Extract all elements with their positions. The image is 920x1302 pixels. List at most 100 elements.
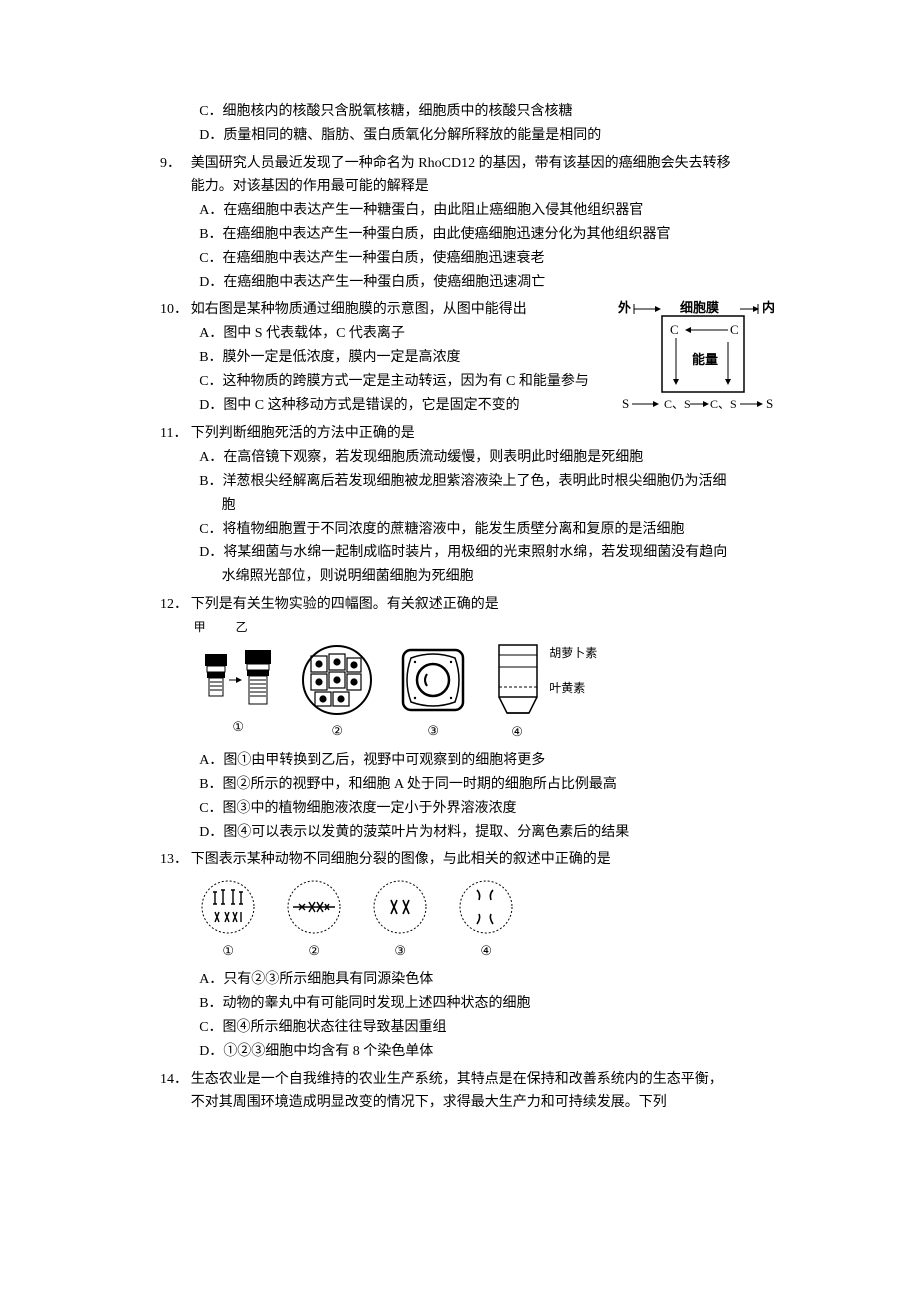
q13-panel-1: ① <box>199 878 257 962</box>
membrane-diagram-icon: 外 细胞膜 内 C C 能量 S C、S C、S <box>610 298 780 418</box>
opt-text: 图③中的植物细胞液浓度一定小于外界溶液浓度 <box>223 797 780 821</box>
q14-stem-line1: 14． 生态农业是一个自我维持的农业生产系统，其特点是在保持和改善系统内的生态平… <box>160 1068 780 1092</box>
opt-label: C． <box>199 370 222 394</box>
q13-opt-a: A．只有②③所示细胞具有同源染色体 <box>160 968 780 992</box>
q13-opt-c: C．图④所示细胞状态往往导致基因重组 <box>160 1016 780 1040</box>
opt-label: B． <box>199 223 222 247</box>
q13-panel-4: ④ <box>457 878 515 962</box>
opt-label: D． <box>199 271 223 295</box>
q12-figure-row: ① ② <box>160 643 780 743</box>
opt-text: 这种物质的跨膜方式一定是主动转运，因为有 C 和能量参与 <box>223 370 602 394</box>
opt-text: 在癌细胞中表达产生一种蛋白质，由此使癌细胞迅速分化为其他组织器官 <box>223 223 780 247</box>
q10-stem: 10． 如右图是某种物质通过细胞膜的示意图，从图中能得出 <box>160 298 602 322</box>
q12-panel4-labels: 胡萝卜素 叶黄素 <box>549 643 597 698</box>
opt-text: 在癌细胞中表达产生一种蛋白质，使癌细胞迅速衰老 <box>223 247 780 271</box>
label-c-right: C <box>730 322 739 337</box>
opt-label: B． <box>199 470 222 494</box>
plasmolysis-cell-icon <box>397 644 469 716</box>
opt-text: 将某细菌与水绵一起制成临时装片，用极细的光束照射水绵，若发现细菌没有趋向 <box>223 541 780 565</box>
opt-label: B． <box>199 773 222 797</box>
q-num: 11． <box>160 422 191 446</box>
q12-panel-3: ③ <box>397 644 469 742</box>
label-carotene: 胡萝卜素 <box>549 643 597 663</box>
opt-label: D． <box>199 541 223 565</box>
q-num: 10． <box>160 298 191 322</box>
q12-panel-2: ② <box>301 644 373 742</box>
label-energy: 能量 <box>692 352 718 367</box>
q12-top-labels: 甲 乙 <box>160 617 780 637</box>
opt-label: C． <box>199 1016 222 1040</box>
panel-num: ③ <box>394 940 406 962</box>
opt-text: 图④可以表示以发黄的菠菜叶片为材料，提取、分离色素后的结果 <box>223 821 780 845</box>
q12-opt-a: A．图①由甲转换到乙后，视野中可观察到的细胞将更多 <box>160 749 780 773</box>
q-num: 9． <box>160 152 191 176</box>
cell-division-icon <box>457 878 515 936</box>
q-text: 下图表示某种动物不同细胞分裂的图像，与此相关的叙述中正确的是 <box>191 848 780 872</box>
q10-opt-d: D．图中 C 这种移动方式是错误的，它是固定不变的 <box>160 394 602 418</box>
label-jia: 甲 <box>194 617 206 637</box>
panel-num: ② <box>331 720 343 742</box>
q-num: 14． <box>160 1068 191 1092</box>
q9-stem-line1: 9． 美国研究人员最近发现了一种命名为 RhoCD12 的基因，带有该基因的癌细… <box>160 152 780 176</box>
opt-label: A． <box>199 199 223 223</box>
opt-text: 图中 S 代表载体，C 代表离子 <box>223 322 602 346</box>
q13-panel-3: ③ <box>371 878 429 962</box>
opt-label: D． <box>199 821 223 845</box>
label-cs2: C、S <box>710 397 737 411</box>
opt-text: 在癌细胞中表达产生一种糖蛋白，由此阻止癌细胞入侵其他组织器官 <box>223 199 780 223</box>
q10-opt-a: A．图中 S 代表载体，C 代表离子 <box>160 322 602 346</box>
q11-opt-d: D．将某细菌与水绵一起制成临时装片，用极细的光束照射水绵，若发现细菌没有趋向 <box>160 541 780 565</box>
opt-label: B． <box>199 346 222 370</box>
opt-label: D． <box>199 124 223 148</box>
q13-panel-2: ② <box>285 878 343 962</box>
opt-text: 图①由甲转换到乙后，视野中可观察到的细胞将更多 <box>223 749 780 773</box>
label-membrane: 细胞膜 <box>680 300 719 315</box>
q13-figure-row: ① ② ③ <box>160 878 780 962</box>
opt-text: 膜外一定是低浓度，膜内一定是高浓度 <box>223 346 602 370</box>
q-num: 12． <box>160 593 191 617</box>
question-13: 13． 下图表示某种动物不同细胞分裂的图像，与此相关的叙述中正确的是 ① <box>160 848 780 1063</box>
opt-text: 图②所示的视野中，和细胞 A 处于同一时期的细胞所占比例最高 <box>223 773 780 797</box>
q11-opt-d-cont: 水绵照光部位，则说明细菌细胞为死细胞 <box>160 565 780 589</box>
label-nei: 内 <box>762 300 775 315</box>
cell-division-icon <box>285 878 343 936</box>
opt-label: A． <box>199 446 223 470</box>
panel-num: ② <box>308 940 320 962</box>
panel-num: ④ <box>511 721 523 743</box>
q13-opt-b: B．动物的睾丸中有可能同时发现上述四种状态的细胞 <box>160 992 780 1016</box>
q-text: 生态农业是一个自我维持的农业生产系统，其特点是在保持和改善系统内的生态平衡， <box>191 1068 780 1092</box>
opt-text: ①②③细胞中均含有 8 个染色单体 <box>223 1040 780 1064</box>
opt-text: 只有②③所示细胞具有同源染色体 <box>223 968 780 992</box>
question-12: 12． 下列是有关生物实验的四幅图。有关叙述正确的是 甲 乙 ① <box>160 593 780 844</box>
q11-opt-a: A．在高倍镜下观察，若发现细胞质流动缓慢，则表明此时细胞是死细胞 <box>160 446 780 470</box>
q-text: 下列判断细胞死活的方法中正确的是 <box>191 422 780 446</box>
q-text: 下列是有关生物实验的四幅图。有关叙述正确的是 <box>191 593 780 617</box>
opt-text: 在癌细胞中表达产生一种蛋白质，使癌细胞迅速凋亡 <box>223 271 780 295</box>
q11-stem: 11． 下列判断细胞死活的方法中正确的是 <box>160 422 780 446</box>
opt-label: C． <box>199 518 222 542</box>
q9-opt-a: A．在癌细胞中表达产生一种糖蛋白，由此阻止癌细胞入侵其他组织器官 <box>160 199 780 223</box>
q10-opt-c: C．这种物质的跨膜方式一定是主动转运，因为有 C 和能量参与 <box>160 370 602 394</box>
question-14: 14． 生态农业是一个自我维持的农业生产系统，其特点是在保持和改善系统内的生态平… <box>160 1068 780 1116</box>
panel-num: ④ <box>480 940 492 962</box>
q12-opt-d: D．图④可以表示以发黄的菠菜叶片为材料，提取、分离色素后的结果 <box>160 821 780 845</box>
cell-division-icon <box>199 878 257 936</box>
opt-text: 图中 C 这种移动方式是错误的，它是固定不变的 <box>223 394 602 418</box>
q10-opt-b: B．膜外一定是低浓度，膜内一定是高浓度 <box>160 346 602 370</box>
opt-label: B． <box>199 992 222 1016</box>
cell-field-icon <box>301 644 373 716</box>
opt-text: 洋葱根尖经解离后若发现细胞被龙胆紫溶液染上了色，表明此时根尖细胞仍为活细 <box>223 470 780 494</box>
opt-d: D． 质量相同的糖、脂肪、蛋白质氧化分解所释放的能量是相同的 <box>160 124 780 148</box>
q-partial-options: C． 细胞核内的核酸只含脱氧核糖，细胞质中的核酸只含核糖 D． 质量相同的糖、脂… <box>160 100 780 148</box>
q13-opt-d: D．①②③细胞中均含有 8 个染色单体 <box>160 1040 780 1064</box>
opt-label: C． <box>199 797 222 821</box>
opt-c: C． 细胞核内的核酸只含脱氧核糖，细胞质中的核酸只含核糖 <box>160 100 780 124</box>
q11-opt-c: C．将植物细胞置于不同浓度的蔗糖溶液中，能发生质壁分离和复原的是活细胞 <box>160 518 780 542</box>
question-11: 11． 下列判断细胞死活的方法中正确的是 A．在高倍镜下观察，若发现细胞质流动缓… <box>160 422 780 589</box>
opt-text: 质量相同的糖、脂肪、蛋白质氧化分解所释放的能量是相同的 <box>223 124 780 148</box>
label-yi: 乙 <box>236 617 248 637</box>
label-c-left: C <box>670 322 679 337</box>
label-wai: 外 <box>617 300 631 315</box>
question-10: 10． 如右图是某种物质通过细胞膜的示意图，从图中能得出 A．图中 S 代表载体… <box>160 298 780 418</box>
q9-stem-line2: 能力。对该基因的作用最可能的解释是 <box>160 175 780 199</box>
